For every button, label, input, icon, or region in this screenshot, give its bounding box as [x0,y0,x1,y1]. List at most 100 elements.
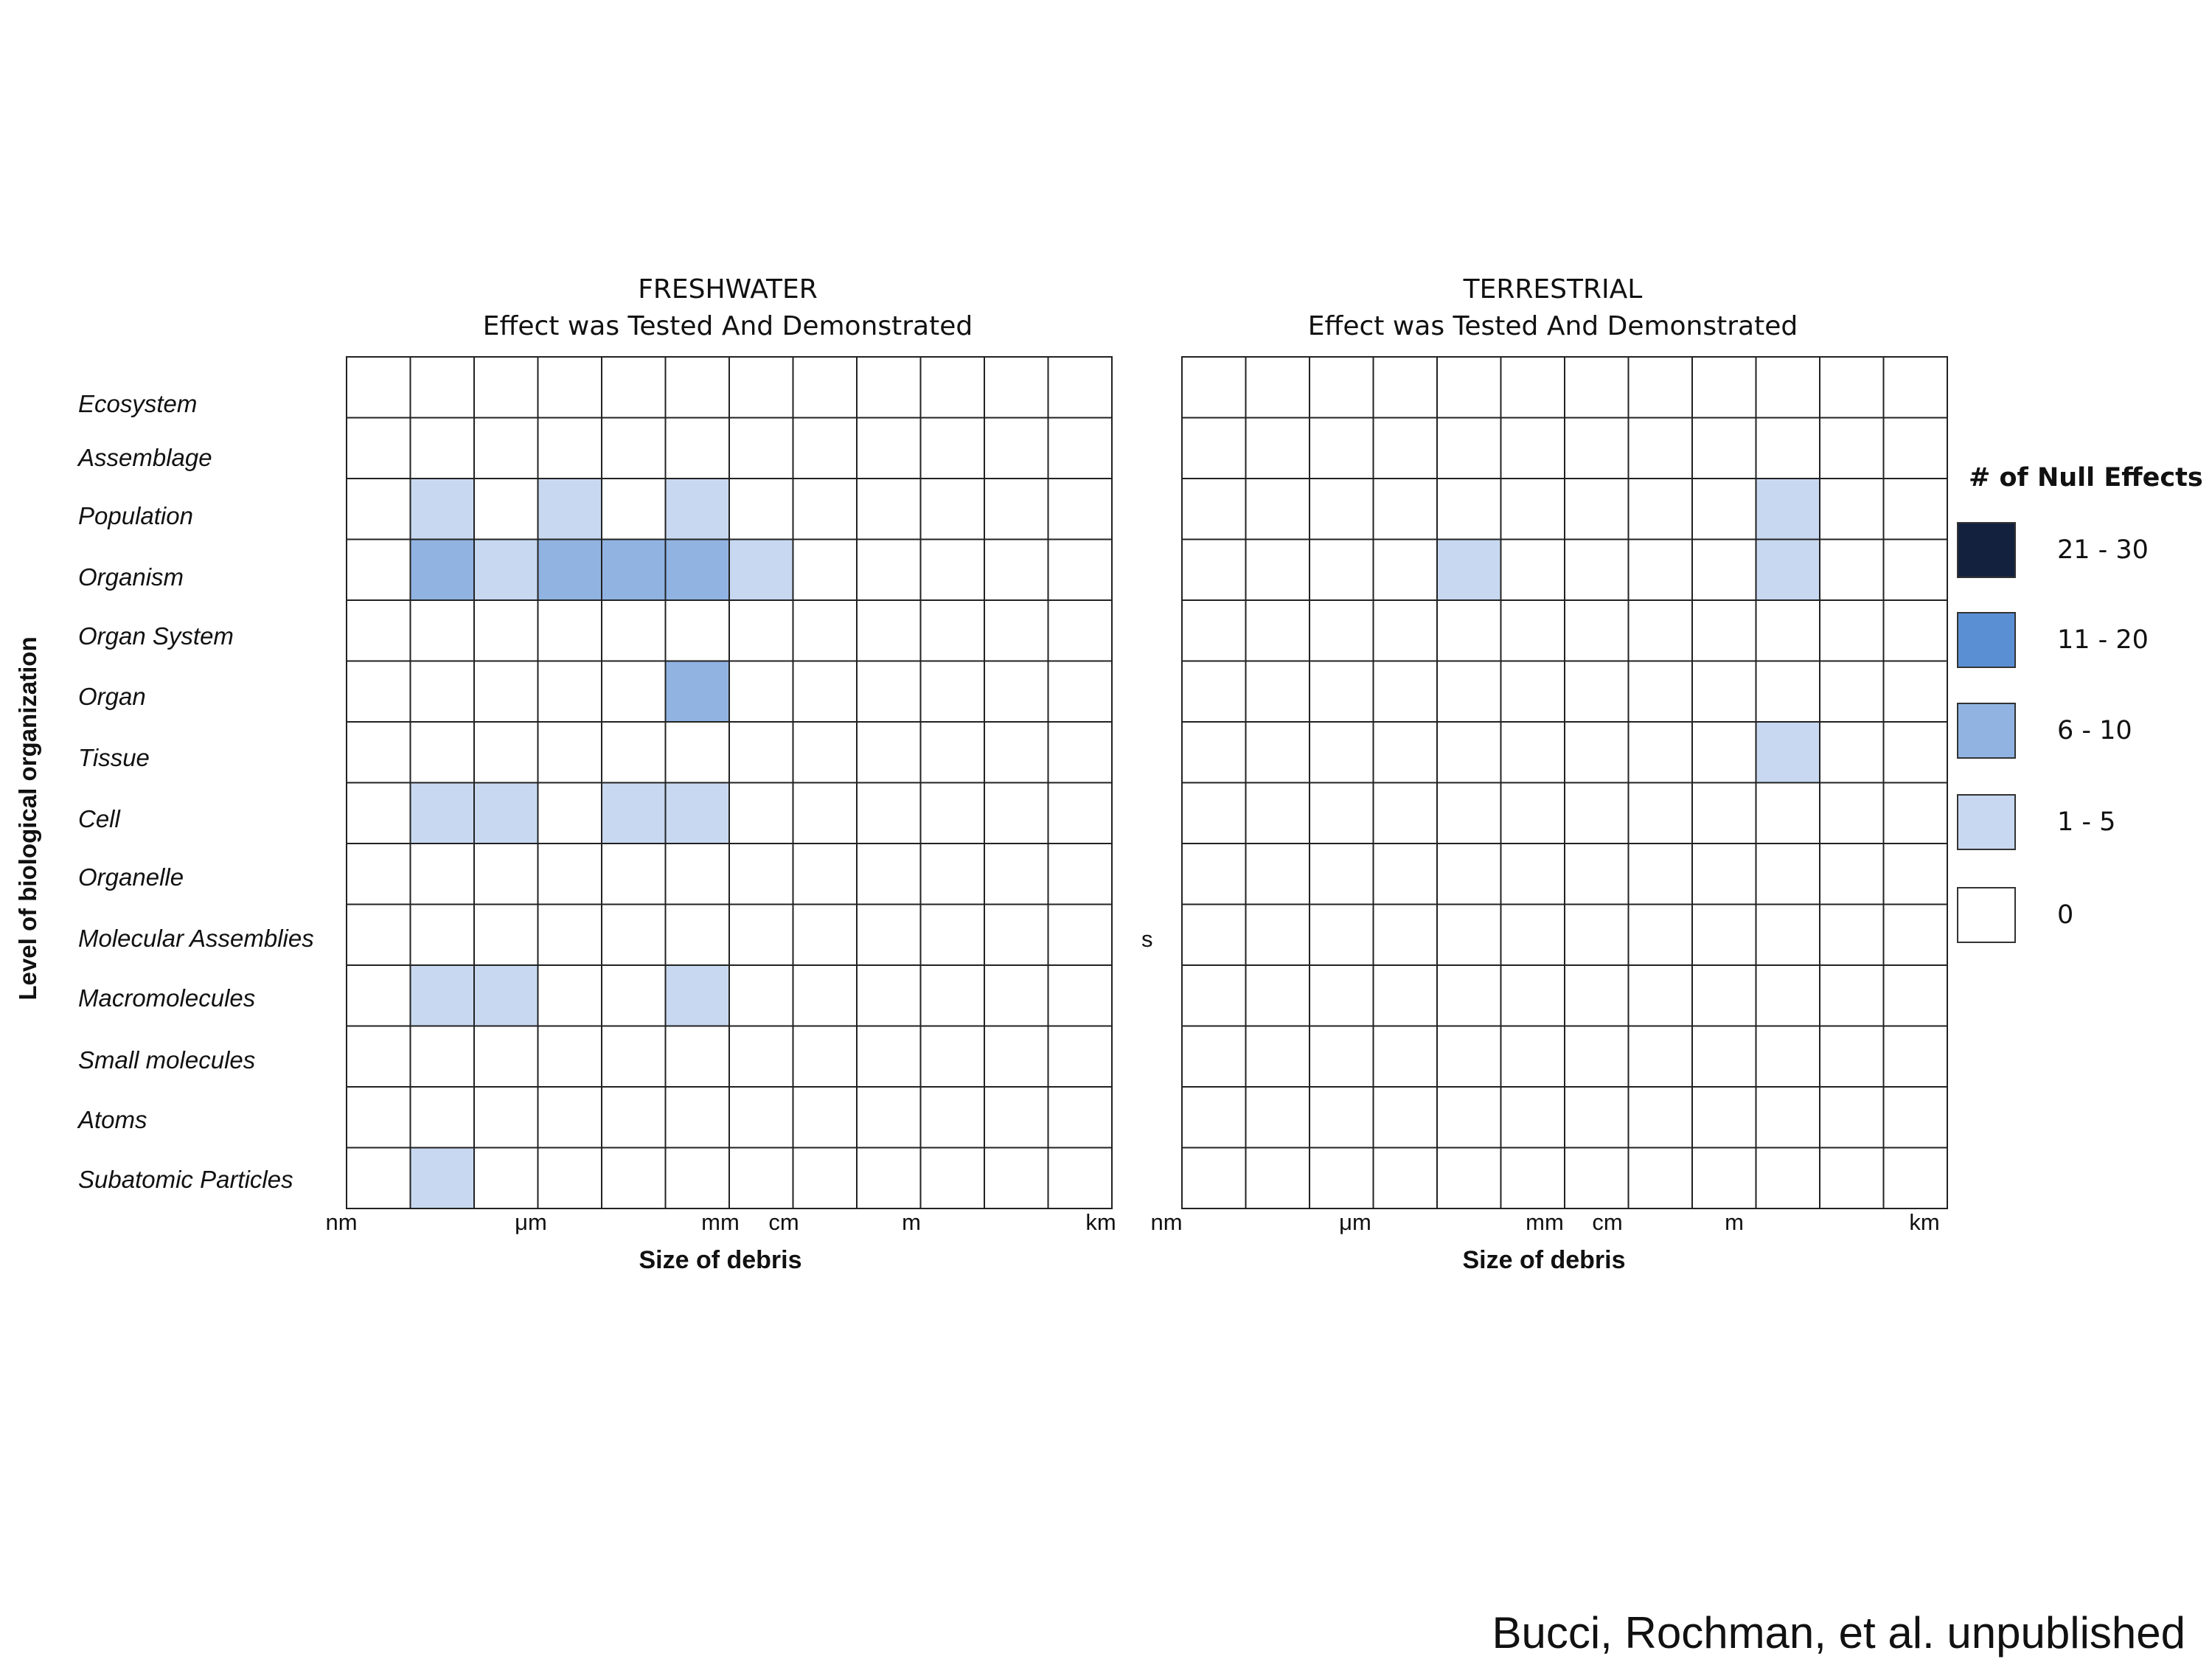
freshwater-cell-r11-c4 [601,1025,667,1088]
freshwater-cell-r0-c4 [601,356,667,419]
freshwater-cell-r5-c9 [919,660,985,723]
freshwater-cell-r4-c1 [409,599,475,662]
terrestrial-cell-r6-c5 [1500,721,1565,784]
terrestrial-cell-r1-c11 [1882,417,1948,479]
terrestrial-cell-r0-c11 [1882,356,1948,419]
terrestrial-cell-r0-c7 [1627,356,1693,419]
freshwater-cell-r0-c10 [984,356,1049,419]
legend-label-11-20: 11 - 20 [2057,625,2149,655]
freshwater-cell-r5-c4 [601,660,667,723]
terrestrial-cell-r2-c7 [1627,478,1693,540]
terrestrial-cell-r3-c1 [1245,538,1310,601]
freshwater-cell-r6-c7 [792,721,858,784]
freshwater-cell-r5-c3 [537,660,602,723]
freshwater-cell-r6-c8 [856,721,922,784]
terrestrial-cell-r13-c1 [1245,1147,1310,1209]
terrestrial-cell-r2-c2 [1309,478,1374,540]
row-label-assemblage: Assemblage [78,444,212,471]
freshwater-cell-r8-c4 [601,843,667,905]
freshwater-cell-r2-c5 [664,478,730,540]
freshwater-cell-r7-c8 [856,782,922,844]
freshwater-cell-r11-c1 [409,1025,475,1088]
terrestrial-cell-r6-c11 [1882,721,1948,784]
freshwater-cell-r10-c11 [1047,964,1113,1027]
terrestrial-cell-r5-c2 [1309,660,1374,723]
terrestrial-cell-r10-c7 [1627,964,1693,1027]
terrestrial-cell-r13-c6 [1564,1147,1630,1209]
freshwater-cell-r9-c8 [856,903,922,966]
terrestrial-tick-mm: mm [1526,1209,1564,1235]
freshwater-cell-r9-c7 [792,903,858,966]
terrestrial-cell-r3-c2 [1309,538,1374,601]
terrestrial-cell-r9-c10 [1819,903,1885,966]
terrestrial-cell-r13-c5 [1500,1147,1565,1209]
freshwater-cell-r9-c1 [409,903,475,966]
terrestrial-cell-r5-c11 [1882,660,1948,723]
terrestrial-cell-r2-c9 [1755,478,1820,540]
freshwater-cell-r3-c7 [792,538,858,601]
terrestrial-cell-r5-c1 [1245,660,1310,723]
freshwater-cell-r5-c6 [728,660,794,723]
freshwater-cell-r8-c1 [409,843,475,905]
terrestrial-cell-r8-c2 [1309,843,1374,905]
terrestrial-cell-r2-c5 [1500,478,1565,540]
freshwater-cell-r10-c5 [664,964,730,1027]
row-label-molecular-assemblies: Molecular Assemblies [78,925,314,952]
terrestrial-cell-r1-c4 [1436,417,1502,479]
terrestrial-cell-r0-c9 [1755,356,1820,419]
freshwater-cell-r10-c8 [856,964,922,1027]
terrestrial-cell-r1-c5 [1500,417,1565,479]
freshwater-cell-r6-c1 [409,721,475,784]
freshwater-cell-r11-c11 [1047,1025,1113,1088]
freshwater-cell-r10-c6 [728,964,794,1027]
terrestrial-cell-r4-c11 [1882,599,1948,662]
freshwater-cell-r12-c2 [473,1086,539,1149]
legend-label-6-10: 6 - 10 [2057,716,2132,745]
freshwater-cell-r0-c8 [856,356,922,419]
terrestrial-cell-r3-c0 [1181,538,1247,601]
terrestrial-cell-r1-c10 [1819,417,1885,479]
terrestrial-cell-r10-c3 [1372,964,1438,1027]
freshwater-tick-mm: mm [701,1209,740,1235]
terrestrial-cell-r7-c0 [1181,782,1247,844]
freshwater-cell-r13-c6 [728,1147,794,1209]
terrestrial-cell-r7-c9 [1755,782,1820,844]
freshwater-cell-r10-c3 [537,964,602,1027]
terrestrial-title: TERRESTRIAL [1463,274,1643,305]
terrestrial-cell-r13-c11 [1882,1147,1948,1209]
freshwater-cell-r12-c1 [409,1086,475,1149]
freshwater-cell-r11-c7 [792,1025,858,1088]
terrestrial-cell-r4-c0 [1181,599,1247,662]
freshwater-cell-r7-c0 [346,782,411,844]
terrestrial-cell-r5-c5 [1500,660,1565,723]
terrestrial-cell-r0-c4 [1436,356,1502,419]
freshwater-cell-r13-c1 [409,1147,475,1209]
terrestrial-cell-r12-c10 [1819,1086,1885,1149]
legend-label-21-30: 21 - 30 [2057,535,2149,565]
credit-text: Bucci, Rochman, et al. unpublished [1492,1608,2185,1658]
terrestrial-tick-m: m [1725,1209,1744,1235]
freshwater-cell-r6-c3 [537,721,602,784]
freshwater-cell-r0-c1 [409,356,475,419]
legend-label-0: 0 [2057,900,2074,930]
row-label-organism: Organism [78,563,184,591]
freshwater-cell-r11-c9 [919,1025,985,1088]
legend-swatch-6-10 [1957,703,2016,759]
terrestrial-cell-r12-c1 [1245,1086,1310,1149]
freshwater-cell-r5-c5 [664,660,730,723]
freshwater-cell-r3-c1 [409,538,475,601]
terrestrial-cell-r13-c2 [1309,1147,1374,1209]
freshwater-cell-r0-c2 [473,356,539,419]
terrestrial-cell-r3-c10 [1819,538,1885,601]
freshwater-cell-r2-c4 [601,478,667,540]
terrestrial-cell-r10-c0 [1181,964,1247,1027]
freshwater-cell-r12-c5 [664,1086,730,1149]
freshwater-cell-r4-c4 [601,599,667,662]
terrestrial-cell-r9-c2 [1309,903,1374,966]
freshwater-cell-r1-c8 [856,417,922,479]
terrestrial-cell-r10-c11 [1882,964,1948,1027]
terrestrial-cell-r5-c6 [1564,660,1630,723]
terrestrial-cell-r4-c1 [1245,599,1310,662]
freshwater-cell-r6-c9 [919,721,985,784]
